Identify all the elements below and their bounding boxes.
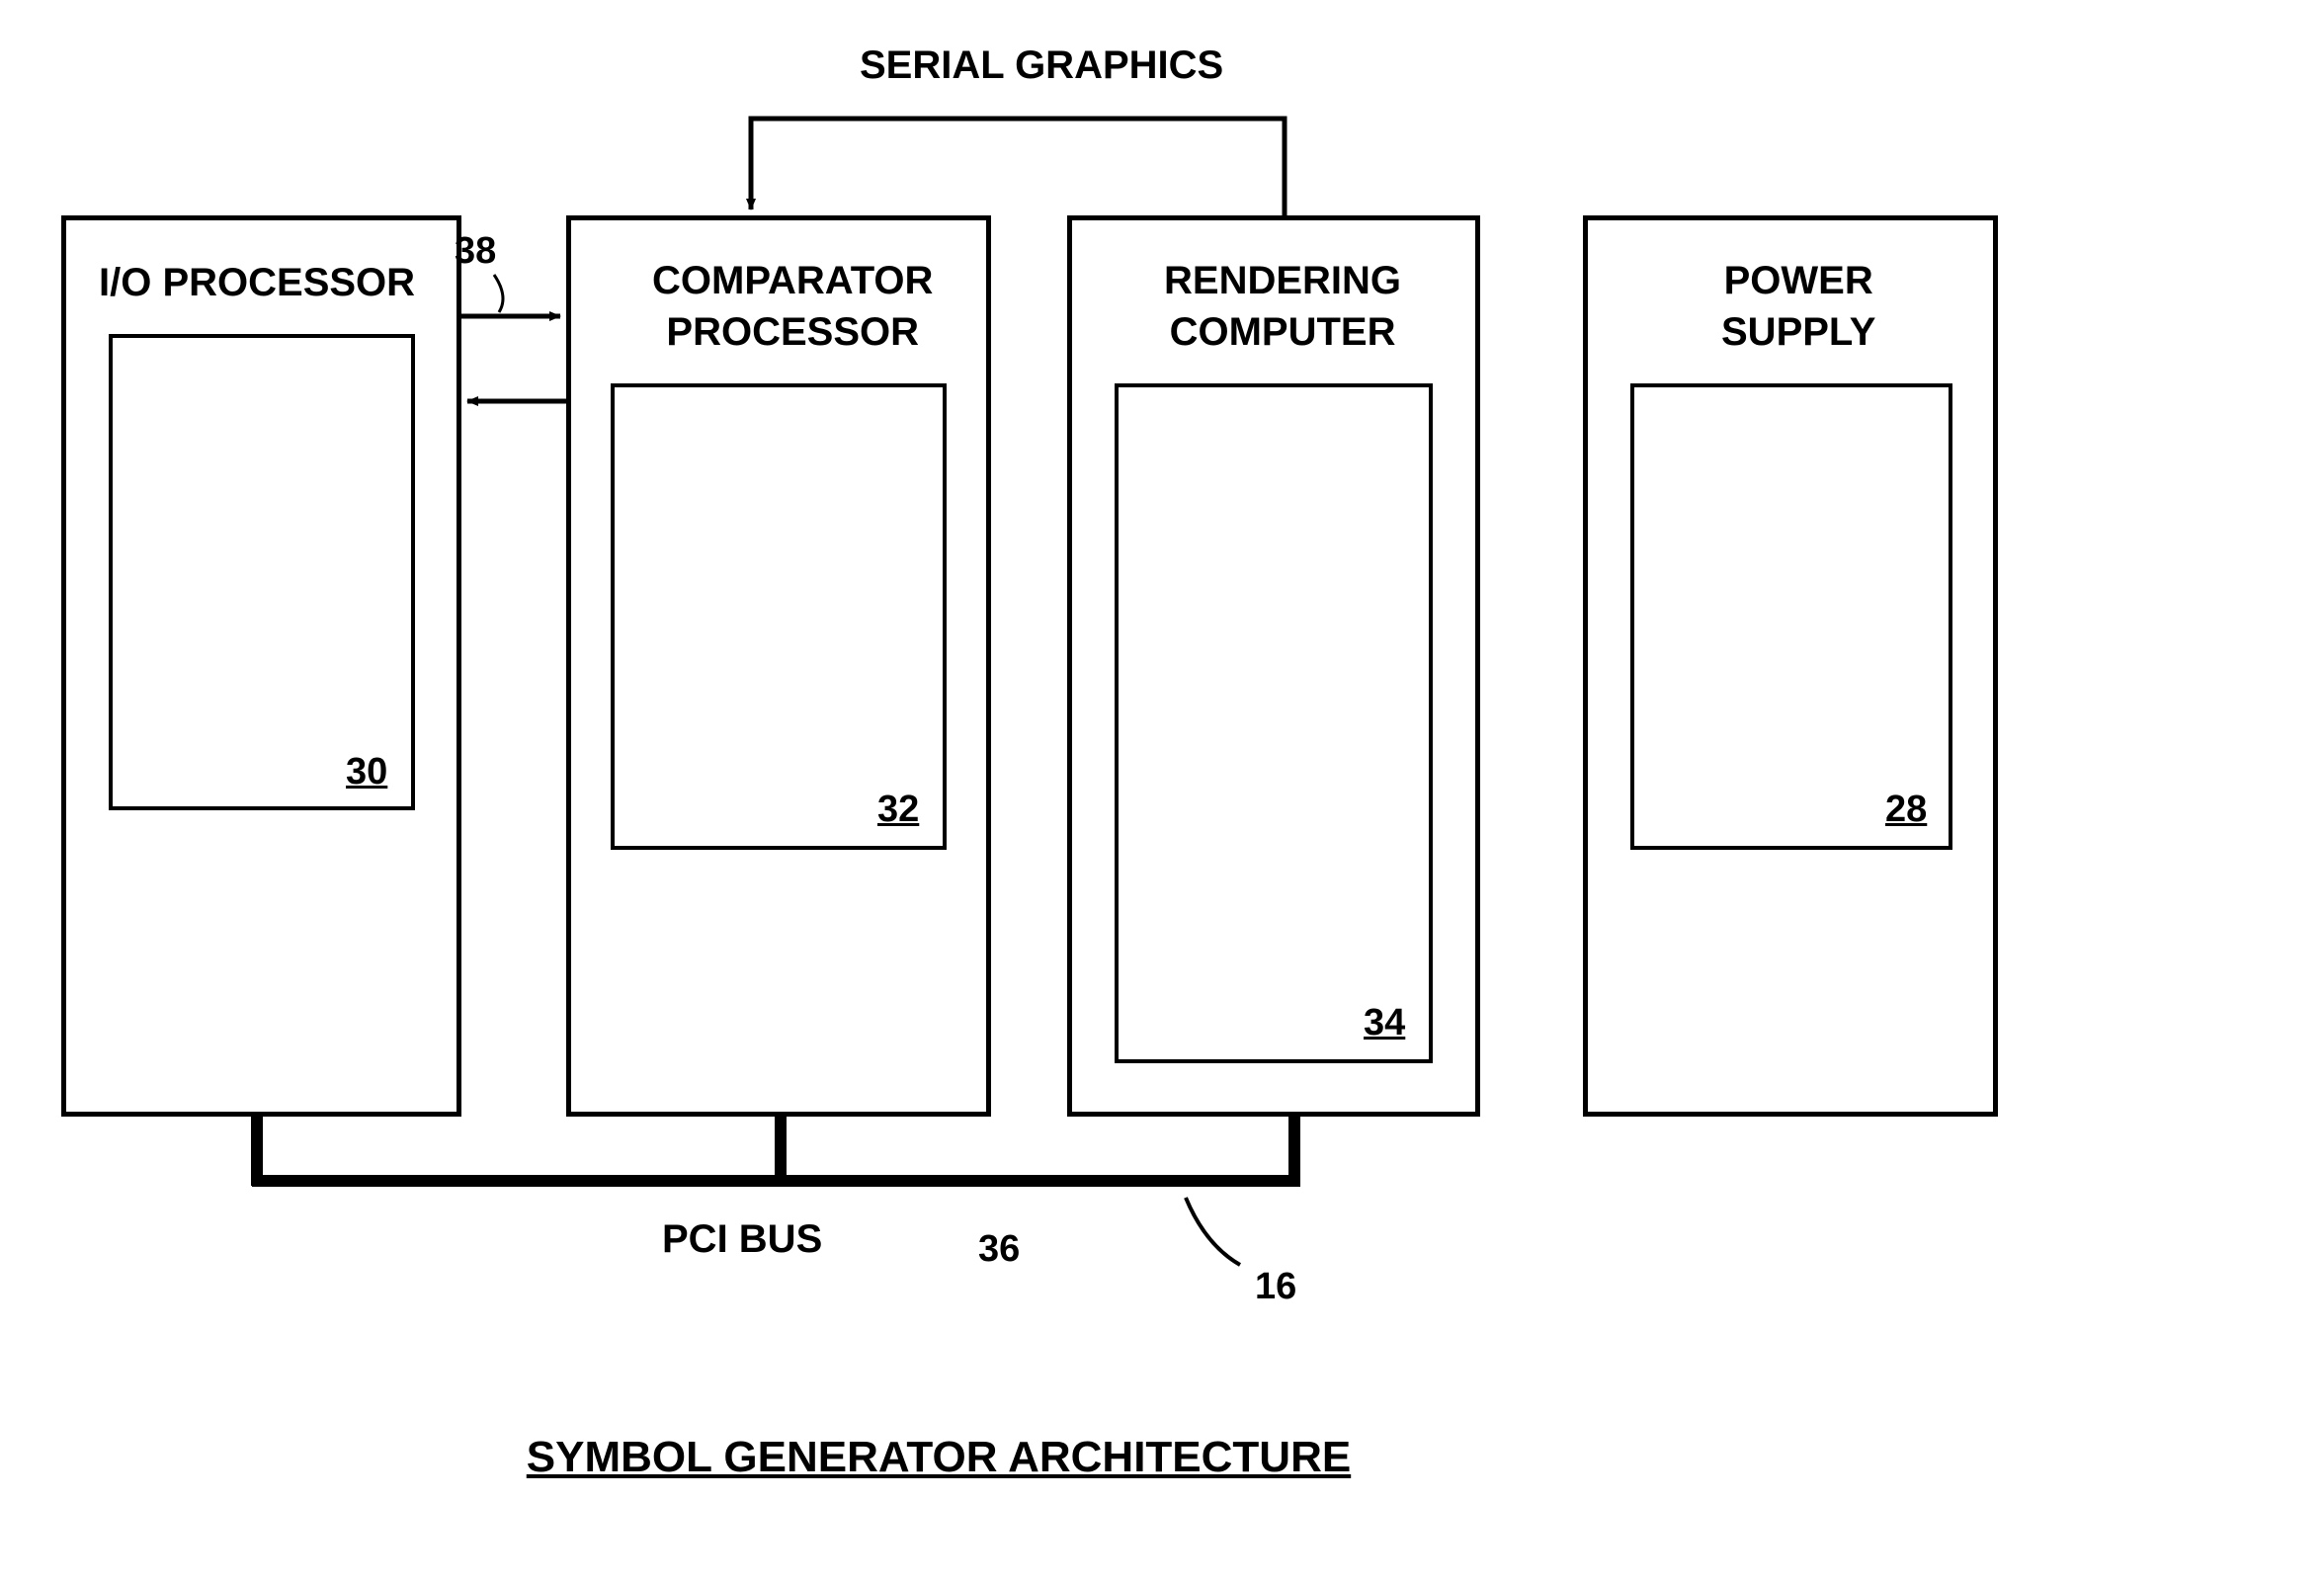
- rendering-label: RENDERING COMPUTER: [1164, 255, 1401, 358]
- ref-30: 30: [346, 751, 387, 793]
- ref-28: 28: [1885, 789, 1927, 831]
- diagram-canvas: I/O PROCESSOR 30 COMPARATOR PROCESSOR 32…: [0, 0, 2324, 1584]
- power-label: POWER SUPPLY: [1721, 255, 1875, 358]
- ref-32: 32: [877, 789, 919, 831]
- diagram-title: SYMBOL GENERATOR ARCHITECTURE: [494, 1433, 1383, 1482]
- ref-16: 16: [1255, 1263, 1296, 1311]
- comparator-inner: [611, 383, 947, 850]
- serial-graphics-label: SERIAL GRAPHICS: [860, 40, 1223, 91]
- ref-36: 36: [978, 1225, 1020, 1274]
- serial-graphics-line: [751, 119, 1285, 215]
- ref-34: 34: [1364, 1002, 1405, 1044]
- io-processor-label: I/O PROCESSOR: [99, 257, 415, 308]
- ref-16-leader: [1186, 1198, 1240, 1265]
- pci-bus-label: PCI BUS: [662, 1213, 822, 1265]
- rendering-inner: [1115, 383, 1433, 1063]
- ref-38-leader: [494, 275, 503, 312]
- comparator-label: COMPARATOR PROCESSOR: [652, 255, 933, 358]
- power-inner: [1630, 383, 1952, 850]
- io-processor-inner: [109, 334, 415, 810]
- ref-38-text: 38: [455, 227, 496, 276]
